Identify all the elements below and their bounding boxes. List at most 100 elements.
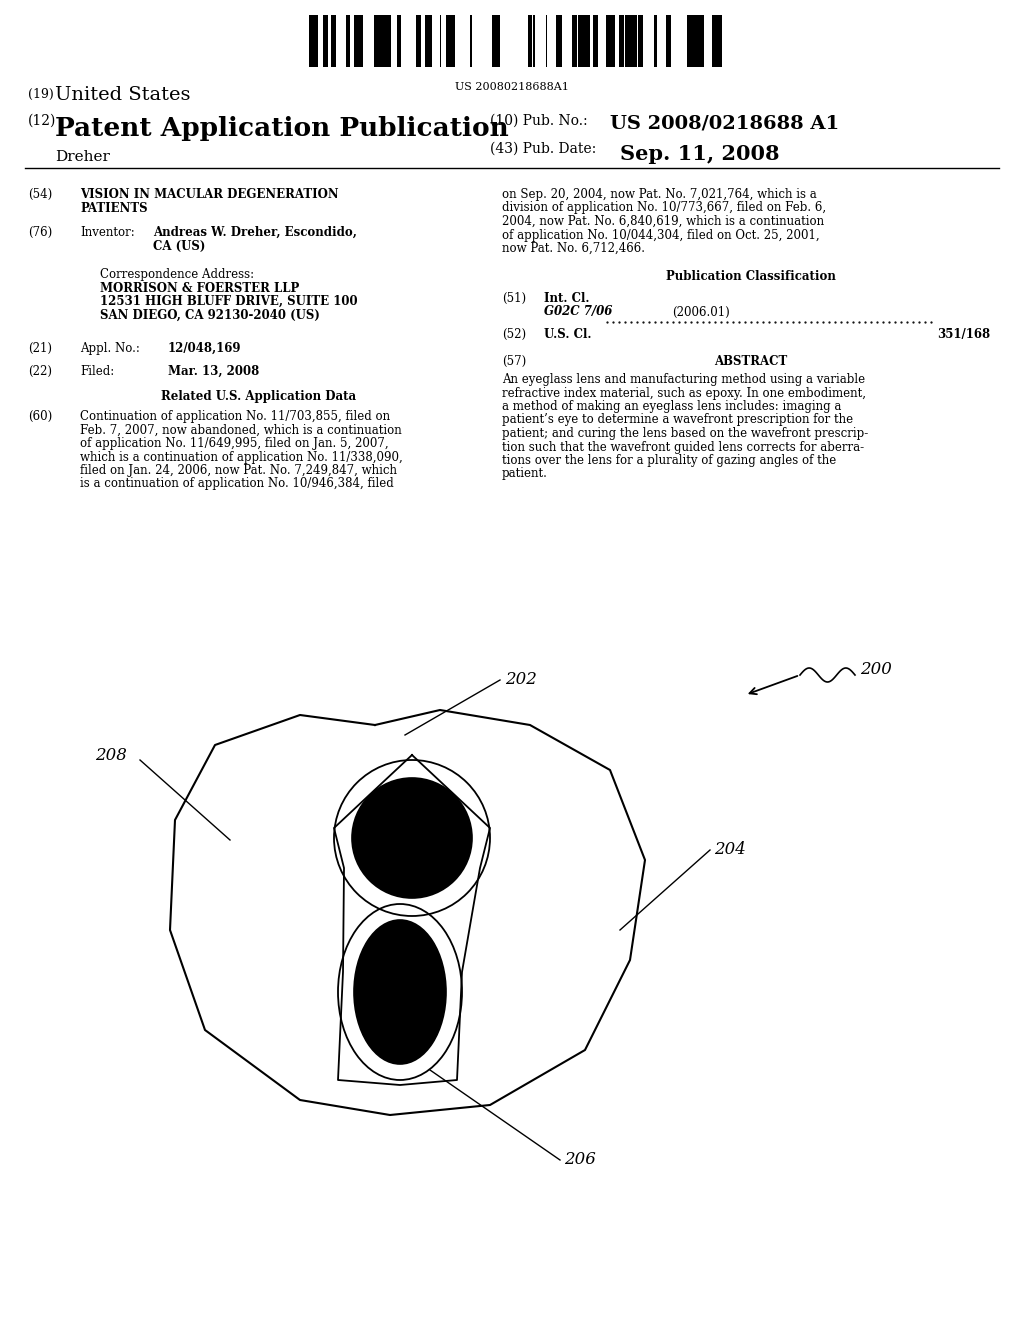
Bar [416,15,421,67]
Text: Sep. 11, 2008: Sep. 11, 2008 [620,144,779,164]
Text: Mar. 13, 2008: Mar. 13, 2008 [168,366,259,378]
Text: US 2008/0218688 A1: US 2008/0218688 A1 [610,114,840,132]
Bar [717,15,722,67]
Text: tion such that the wavefront guided lens corrects for aberra-: tion such that the wavefront guided lens… [502,441,864,454]
Text: of application No. 10/044,304, filed on Oct. 25, 2001,: of application No. 10/044,304, filed on … [502,228,819,242]
Text: VISION IN MACULAR DEGENERATION: VISION IN MACULAR DEGENERATION [80,187,339,201]
Bar [534,15,535,67]
Text: 2004, now Pat. No. 6,840,619, which is a continuation: 2004, now Pat. No. 6,840,619, which is a… [502,215,824,228]
Text: (76): (76) [28,226,52,239]
Text: Publication Classification: Publication Classification [666,271,836,282]
Text: (51): (51) [502,292,526,305]
Bar [667,15,671,67]
Bar [360,15,362,67]
Bar [470,15,472,67]
Text: which is a continuation of application No. 11/338,090,: which is a continuation of application N… [80,450,402,463]
Text: (22): (22) [28,366,52,378]
Text: 12531 HIGH BLUFF DRIVE, SUITE 100: 12531 HIGH BLUFF DRIVE, SUITE 100 [100,294,357,308]
Text: Patent Application Publication: Patent Application Publication [55,116,509,141]
Bar [446,15,449,67]
Bar [528,15,532,67]
Text: 204: 204 [714,842,745,858]
Bar [695,15,699,67]
Bar [712,15,715,67]
Text: Continuation of application No. 11/703,855, filed on: Continuation of application No. 11/703,8… [80,411,390,422]
Bar [425,15,429,67]
Bar [378,15,380,67]
Text: (54): (54) [28,187,52,201]
Text: Related U.S. Application Data: Related U.S. Application Data [162,389,356,403]
Text: CA (US): CA (US) [153,239,206,252]
Bar [429,15,432,67]
Text: filed on Jan. 24, 2006, now Pat. No. 7,249,847, which: filed on Jan. 24, 2006, now Pat. No. 7,2… [80,465,397,477]
Text: a method of making an eyeglass lens includes: imaging a: a method of making an eyeglass lens incl… [502,400,842,413]
Bar [654,15,657,67]
Bar [581,15,586,67]
Text: now Pat. No. 6,712,466.: now Pat. No. 6,712,466. [502,242,645,255]
Text: (12): (12) [28,114,56,128]
Bar [346,15,350,67]
Text: 206: 206 [564,1151,596,1168]
Text: PATIENTS: PATIENTS [80,202,147,214]
Text: United States: United States [55,86,190,104]
Polygon shape [170,710,645,1115]
Circle shape [352,777,472,898]
Bar [610,15,615,67]
Bar [693,15,695,67]
Bar [380,15,385,67]
Text: division of application No. 10/773,667, filed on Feb. 6,: division of application No. 10/773,667, … [502,202,826,214]
Bar [385,15,389,67]
Bar [331,15,336,67]
Text: refractive index material, such as epoxy. In one embodiment,: refractive index material, such as epoxy… [502,387,866,400]
Text: (19): (19) [28,88,53,102]
Text: is a continuation of application No. 10/946,384, filed: is a continuation of application No. 10/… [80,478,394,491]
Bar [625,15,628,67]
Bar [699,15,705,67]
Text: 12/048,169: 12/048,169 [168,342,242,355]
Bar [389,15,391,67]
Bar [638,15,643,67]
Text: An eyeglass lens and manufacturing method using a variable: An eyeglass lens and manufacturing metho… [502,374,865,385]
Bar [608,15,610,67]
Bar [618,15,624,67]
Bar [606,15,608,67]
Polygon shape [334,755,490,1085]
Bar [374,15,378,67]
Bar [556,15,561,67]
Text: Inventor:: Inventor: [80,226,135,239]
Bar [715,15,717,67]
Bar [578,15,581,67]
Text: (52): (52) [502,327,526,341]
Text: (10) Pub. No.:: (10) Pub. No.: [490,114,588,128]
Text: U.S. Cl.: U.S. Cl. [544,327,592,341]
Text: on Sep. 20, 2004, now Pat. No. 7,021,764, which is a: on Sep. 20, 2004, now Pat. No. 7,021,764… [502,187,817,201]
Text: tions over the lens for a plurality of gazing angles of the: tions over the lens for a plurality of g… [502,454,837,467]
Text: Filed:: Filed: [80,366,115,378]
Text: of application No. 11/649,995, filed on Jan. 5, 2007,: of application No. 11/649,995, filed on … [80,437,389,450]
Bar [497,15,500,67]
Bar [632,15,637,67]
Bar [323,15,328,67]
Text: patient.: patient. [502,467,548,480]
Text: 202: 202 [505,672,537,689]
Text: (2006.01): (2006.01) [672,305,730,318]
Text: (60): (60) [28,411,52,422]
Text: (43) Pub. Date:: (43) Pub. Date: [490,143,596,156]
Text: patient’s eye to determine a wavefront prescription for the: patient’s eye to determine a wavefront p… [502,413,853,426]
Text: Appl. No.:: Appl. No.: [80,342,140,355]
Text: G02C 7/06: G02C 7/06 [544,305,612,318]
Bar [397,15,401,67]
Bar [315,15,318,67]
Bar [453,15,455,67]
Ellipse shape [354,920,446,1064]
Bar [593,15,598,67]
Text: US 20080218688A1: US 20080218688A1 [455,82,569,92]
Text: 200: 200 [860,661,892,678]
Bar [355,15,360,67]
Text: Andreas W. Dreher, Escondido,: Andreas W. Dreher, Escondido, [153,226,357,239]
Text: SAN DIEGO, CA 92130-2040 (US): SAN DIEGO, CA 92130-2040 (US) [100,309,319,322]
Bar [449,15,453,67]
Text: (57): (57) [502,355,526,368]
Text: (21): (21) [28,342,52,355]
Bar [492,15,497,67]
